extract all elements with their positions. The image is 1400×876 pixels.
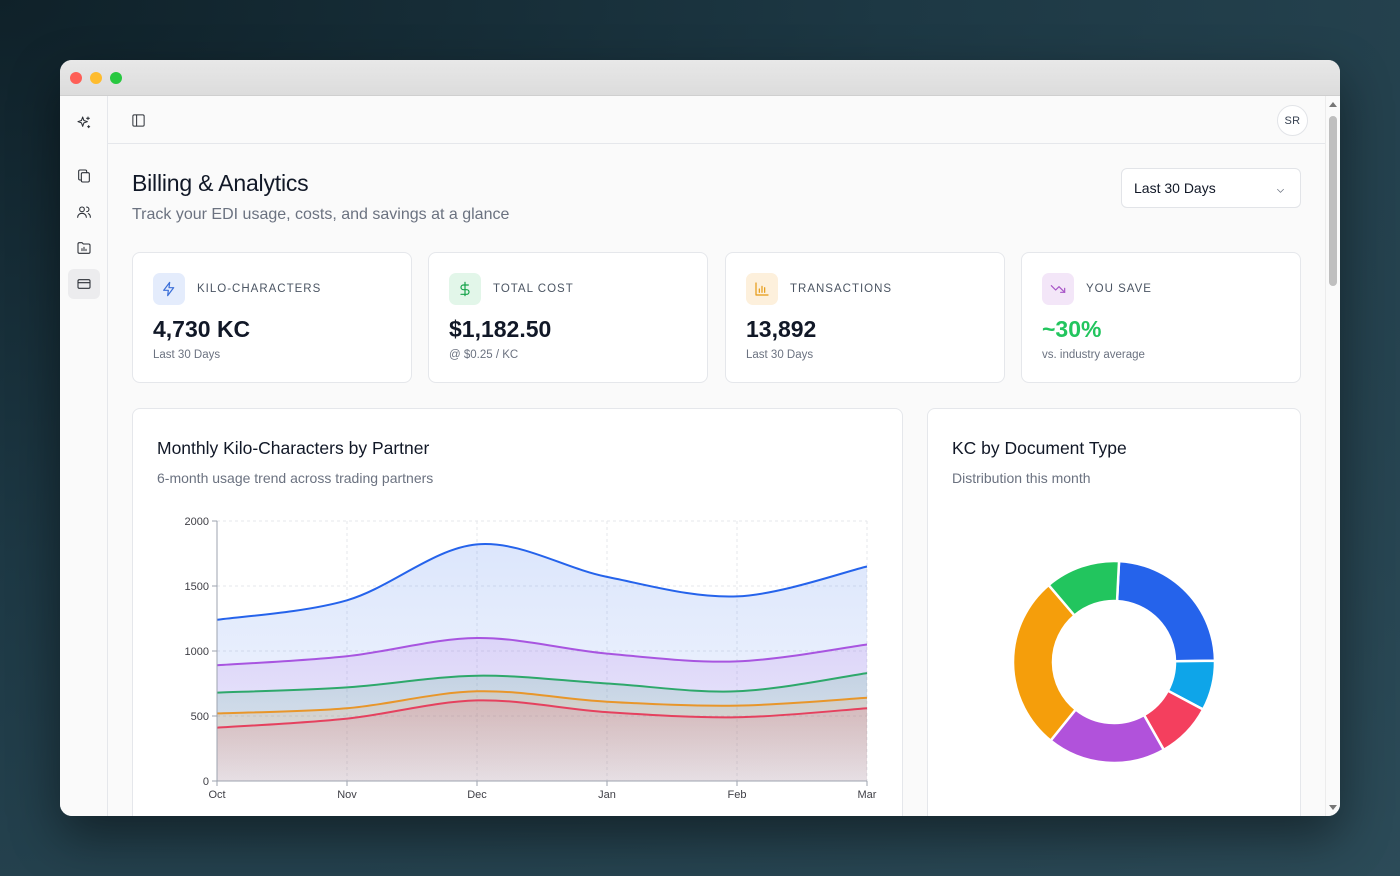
stat-note: @ $0.25 / KC [449, 349, 519, 361]
main-content: Billing & Analytics Track your EDI usage… [108, 145, 1325, 816]
donut-slice-5[interactable] [1011, 583, 1077, 742]
y-tick-label: 1000 [185, 646, 209, 658]
series-line-4[interactable] [216, 690, 868, 715]
doc-type-title: KC by Document Type [952, 438, 1127, 458]
app-window: SR Billing & Analytics Track your EDI us… [60, 60, 1340, 816]
top-bar: SR [108, 96, 1325, 144]
chevron-down-icon [1275, 183, 1286, 194]
sidebar-item-partners[interactable] [68, 197, 100, 227]
x-tick-label: Oct [208, 789, 225, 801]
doc-type-panel: KC by Document Type Distribution this mo… [927, 408, 1301, 816]
donut-slice-1[interactable] [1115, 559, 1217, 663]
stat-label: KILO-CHARACTERS [197, 283, 322, 295]
sidebar-item-billing[interactable] [68, 269, 100, 299]
y-tick-label: 0 [203, 776, 209, 788]
stat-card-you-save: YOU SAVE ~30% vs. industry average [1021, 252, 1301, 383]
title-bar [60, 60, 1340, 96]
stat-icon-wrap [153, 273, 185, 305]
donut-chart [1011, 559, 1217, 765]
series-line-1[interactable] [216, 543, 868, 621]
stat-note: vs. industry average [1042, 349, 1145, 361]
scroll-up-arrow[interactable] [1329, 102, 1337, 107]
copy-icon [78, 169, 90, 183]
y-tick-label: 500 [191, 711, 209, 723]
sparkles-icon [77, 116, 91, 129]
x-tick-label: Mar [858, 789, 877, 801]
area-fill-series-5 [217, 700, 867, 781]
logo-button[interactable] [68, 108, 100, 138]
close-window-button[interactable] [70, 72, 82, 84]
user-avatar[interactable]: SR [1277, 105, 1308, 136]
usage-chart-subtitle: 6-month usage trend across trading partn… [157, 470, 434, 486]
stat-card-kilo-characters: KILO-CHARACTERS 4,730 KC Last 30 Days [132, 252, 412, 383]
area-chart: 0 500 1000 1500 2000 Oct Nov Dec Jan Feb Mar [185, 516, 877, 801]
page-title: Billing & Analytics [132, 170, 309, 196]
stat-icon-wrap [1042, 273, 1074, 305]
stat-value: ~30% [1042, 316, 1102, 342]
y-tick-label: 2000 [185, 516, 209, 528]
doc-type-subtitle: Distribution this month [952, 470, 1091, 486]
zoom-window-button[interactable] [110, 72, 122, 84]
stat-note: Last 30 Days [153, 349, 221, 361]
scroll-down-arrow[interactable] [1329, 805, 1337, 810]
minimize-window-button[interactable] [90, 72, 102, 84]
page-subtitle: Track your EDI usage, costs, and savings… [132, 206, 510, 223]
x-tick-label: Feb [728, 789, 747, 801]
sidebar [60, 96, 108, 816]
stat-label: TOTAL COST [493, 283, 574, 295]
stat-card-transactions: TRANSACTIONS 13,892 Last 30 Days [725, 252, 1005, 383]
x-tick-label: Nov [337, 789, 357, 801]
vertical-scrollbar[interactable] [1325, 96, 1340, 816]
y-tick-label: 1500 [185, 581, 209, 593]
usage-chart-title: Monthly Kilo-Characters by Partner [157, 438, 430, 458]
series-line-5[interactable] [216, 699, 868, 729]
bar-chart-icon [755, 282, 769, 296]
stat-label: TRANSACTIONS [790, 283, 893, 295]
users-icon [77, 206, 91, 218]
credit-card-icon [77, 279, 91, 289]
toggle-sidebar-button[interactable] [126, 108, 150, 132]
sidebar-item-documents[interactable] [68, 161, 100, 191]
usage-chart-panel: Monthly Kilo-Characters by Partner 6-mon… [132, 408, 903, 816]
stat-value: 4,730 KC [153, 316, 251, 342]
x-tick-label: Jan [598, 789, 616, 801]
dollar-icon [460, 281, 470, 297]
trending-down-icon [1050, 285, 1066, 293]
stat-note: Last 30 Days [746, 349, 814, 361]
stat-label: YOU SAVE [1086, 283, 1152, 295]
folder-chart-icon [77, 242, 91, 254]
stat-value: $1,182.50 [449, 316, 552, 342]
stat-icon-wrap [449, 273, 481, 305]
lightning-icon [163, 281, 175, 297]
sidebar-item-reports[interactable] [68, 233, 100, 263]
donut-slice-6[interactable] [1047, 559, 1121, 617]
x-tick-label: Dec [467, 789, 487, 801]
stat-icon-wrap [746, 273, 778, 305]
series-line-3[interactable] [216, 672, 868, 694]
date-range-value: Last 30 Days [1134, 180, 1216, 196]
series-line-2[interactable] [216, 636, 868, 667]
panel-left-icon [131, 113, 145, 127]
date-range-select[interactable]: Last 30 Days [1121, 168, 1301, 208]
stat-card-total-cost: TOTAL COST $1,182.50 @ $0.25 / KC [428, 252, 708, 383]
scrollbar-thumb[interactable] [1329, 116, 1337, 286]
stat-value: 13,892 [746, 316, 817, 342]
